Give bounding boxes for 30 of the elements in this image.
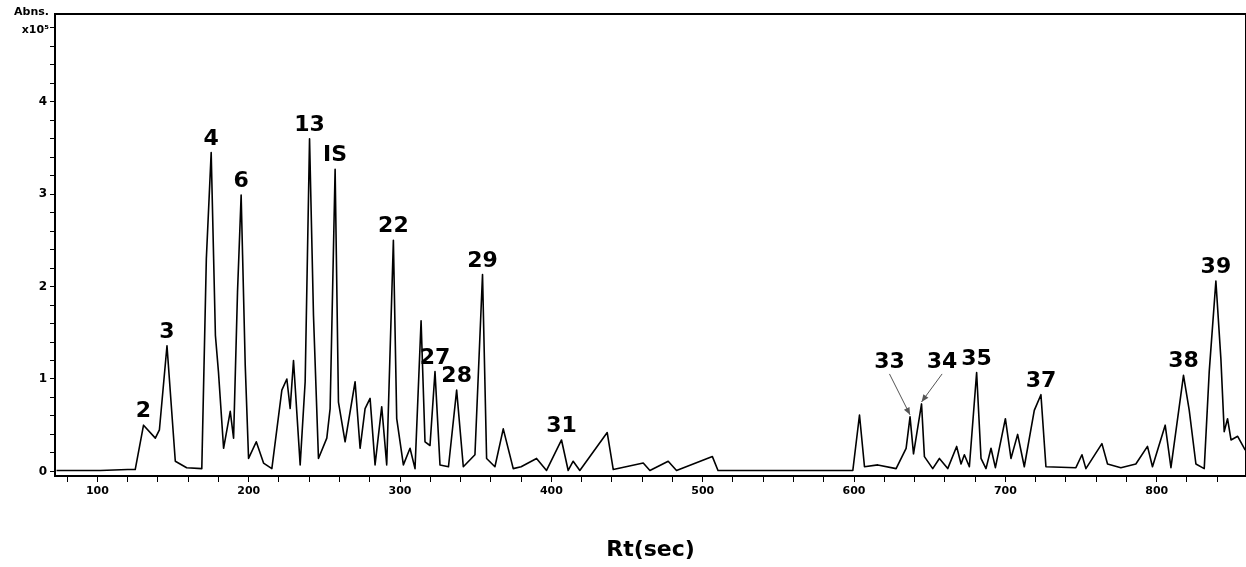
x-tick-label: 200 — [237, 484, 261, 498]
annotation: 29 — [467, 246, 498, 272]
annotation: 34 — [926, 347, 958, 373]
x-tick-label: 300 — [388, 484, 412, 498]
x-tick-label: 800 — [1145, 484, 1169, 498]
annotation: 39 — [1200, 253, 1232, 279]
y-axis-title: Abns. x10⁵ — [14, 4, 50, 36]
annotation: 6 — [233, 167, 249, 193]
annotation: IS — [323, 141, 348, 167]
y-tick-label: 1 — [38, 371, 47, 386]
annotation: 22 — [378, 212, 409, 238]
x-tick-label: 500 — [691, 484, 715, 498]
annotation: 35 — [961, 344, 992, 370]
y-tick-label: 2 — [38, 278, 47, 293]
annotation: 13 — [294, 110, 325, 136]
y-tick-label: 4 — [38, 93, 47, 108]
y-tick-label: 3 — [38, 186, 47, 201]
annotation: 3 — [159, 317, 175, 343]
annotation: 4 — [203, 124, 219, 150]
annotation: 37 — [1025, 366, 1057, 392]
x-tick-label: 700 — [993, 484, 1018, 498]
annotation: 31 — [546, 411, 577, 437]
x-tick-label: 100 — [85, 484, 110, 498]
annotation: 33 — [874, 347, 905, 373]
y-tick-label: 0 — [38, 463, 47, 478]
x-tick-label: 400 — [539, 484, 564, 498]
x-tick-label: 600 — [842, 484, 866, 498]
annotation: 2 — [135, 397, 152, 423]
annotation: 38 — [1168, 347, 1199, 373]
x-axis-title: Rt(sec) — [606, 535, 695, 561]
